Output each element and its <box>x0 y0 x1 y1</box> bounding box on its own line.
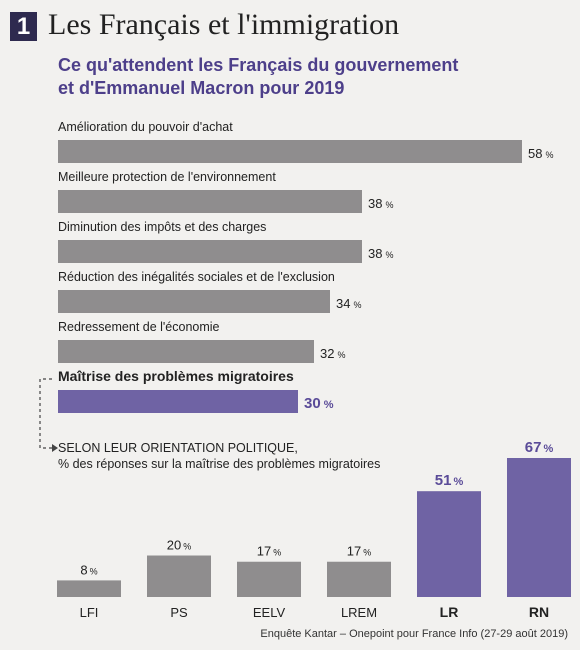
hbar <box>58 390 298 413</box>
page-title: Les Français et l'immigration <box>48 8 400 41</box>
hbar-label: Diminution des impôts et des charges <box>58 220 266 234</box>
hbar-label: Maîtrise des problèmes migratoires <box>58 368 294 384</box>
vbar-value: 51% <box>435 472 464 489</box>
vbar <box>417 491 481 597</box>
hbar-label: Amélioration du pouvoir d'achat <box>58 120 233 134</box>
hbar <box>58 140 522 163</box>
hbar-value: 38% <box>368 246 393 261</box>
hbar <box>58 240 362 263</box>
vbar-value: 67% <box>525 439 554 456</box>
vbar-category: PS <box>170 605 188 620</box>
vbar <box>147 555 211 597</box>
section-number-badge: 1 <box>10 12 37 41</box>
hbar <box>58 190 362 213</box>
connector-arrowhead <box>52 444 58 452</box>
political-orientation-label: SELON LEUR ORIENTATION POLITIQUE, % des … <box>58 440 380 472</box>
vbar <box>57 580 121 597</box>
political-label-line-1: SELON LEUR ORIENTATION POLITIQUE, <box>58 441 298 455</box>
priorities-bar-chart: Amélioration du pouvoir d'achat 58 % Meille… <box>58 120 553 413</box>
source-note: Enquête Kantar – Onepoint pour France In… <box>260 628 568 640</box>
hbar-label: Réduction des inégalités sociales et de … <box>58 270 335 284</box>
vbar-value: 8% <box>80 562 97 577</box>
hbar <box>58 340 314 363</box>
hbar <box>58 290 330 313</box>
political-label-line-2: % des réponses sur la maîtrise des probl… <box>58 457 381 471</box>
subtitle-line-2: et d'Emmanuel Macron pour 2019 <box>58 78 345 98</box>
connector-line <box>39 378 52 449</box>
vbar-value: 20% <box>167 538 191 553</box>
vbar-category: LR <box>440 604 459 620</box>
vbar <box>327 561 391 597</box>
vbar <box>507 458 571 597</box>
subtitle-line-1: Ce qu'attendent les Français du gouverne… <box>58 55 459 75</box>
vbar-value: 17% <box>257 544 281 559</box>
chart-subtitle: Ce qu'attendent les Français du gouverne… <box>58 54 538 100</box>
connector-arrow <box>39 378 58 452</box>
political-bar-chart: 8 % LFI 20 % PS 17 % EELV 17 % LREM 51 % LR 67 % RN <box>57 439 571 620</box>
vbar-category: RN <box>529 604 549 620</box>
vbar-category: LREM <box>341 605 377 620</box>
hbar-label: Redressement de l'économie <box>58 320 220 334</box>
hbar-value: 38% <box>368 196 393 211</box>
vbar-category: EELV <box>253 605 286 620</box>
vbar <box>237 561 301 597</box>
vbar-value: 17% <box>347 544 371 559</box>
hbar-value: 32% <box>320 346 345 361</box>
hbar-value: 30% <box>304 395 334 412</box>
hbar-value: 58% <box>528 146 553 161</box>
hbar-label: Meilleure protection de l'environnement <box>58 170 276 184</box>
vbar-category: LFI <box>80 605 99 620</box>
hbar-value: 34% <box>336 296 361 311</box>
